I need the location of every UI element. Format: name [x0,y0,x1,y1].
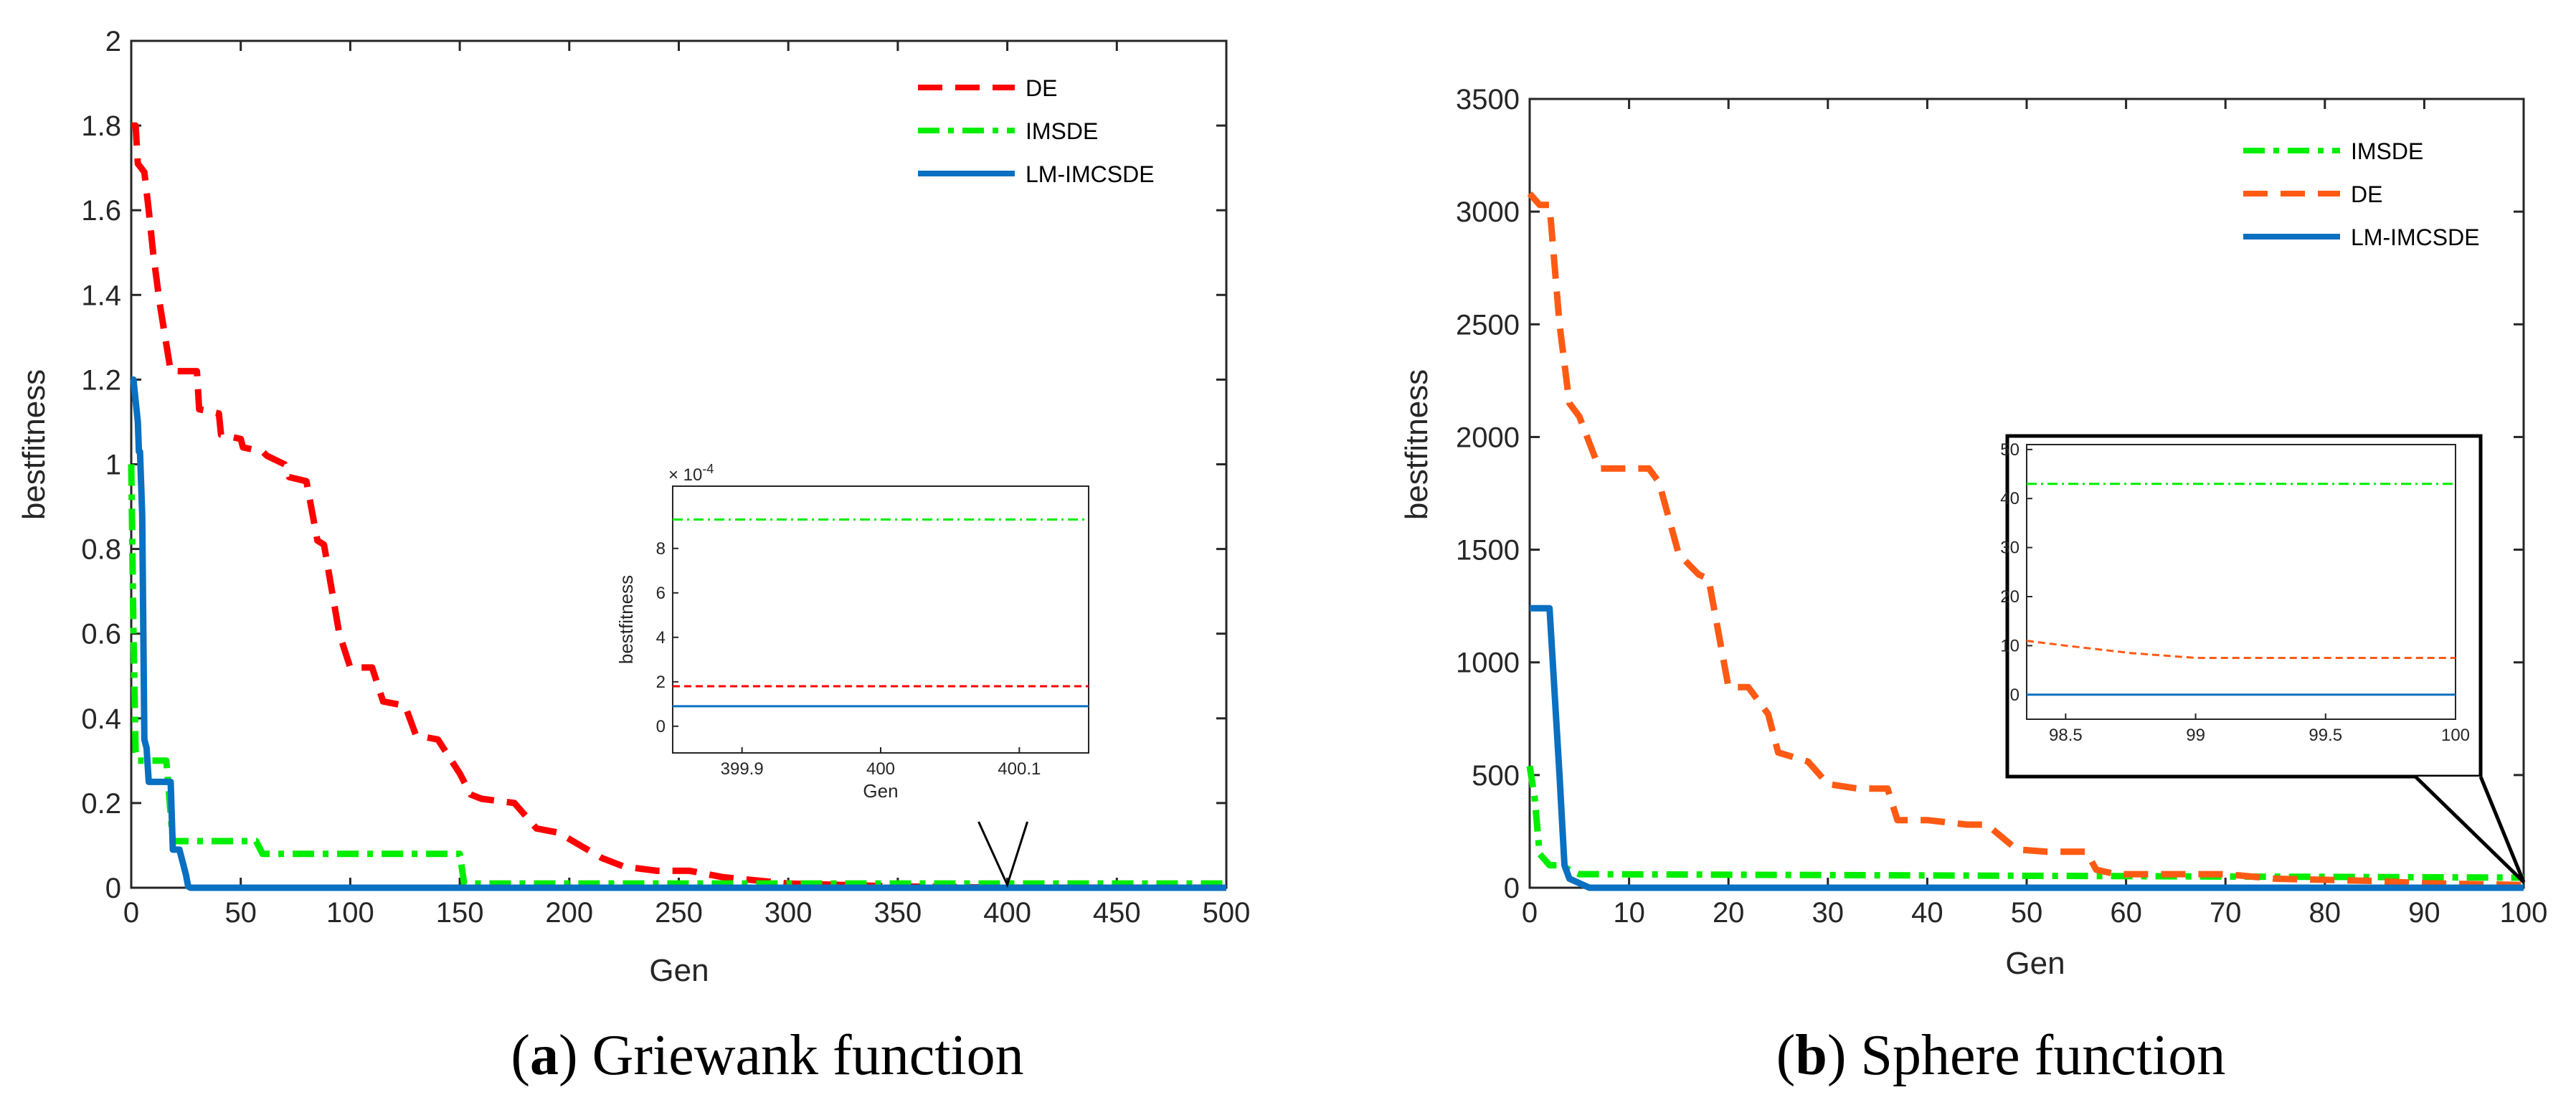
griewank-ytick-label: 0.2 [81,788,121,820]
griewank-caption-letter: a [530,1024,559,1087]
griewank-inset-xlabel: Gen [863,780,898,802]
griewank-inset-ytick-label: 4 [656,628,666,648]
sphere-ytick-label: 3000 [1456,196,1520,228]
sphere-ylabel: bestfitness [1399,369,1434,520]
griewank-xtick-label: 500 [1203,897,1251,929]
sphere-series-imsde [1526,765,2524,881]
griewank-xtick-label: 200 [545,897,593,929]
sphere-legend-label-imsde: IMSDE [2351,138,2423,164]
sphere-inset-ytick-label: 0 [2010,686,2019,705]
griewank-ytick-label: 0.6 [81,619,121,650]
sphere-xtick-label: 90 [2408,897,2440,929]
griewank-inset-ytick-label: 8 [656,539,666,559]
griewank-ytick-label: 1.6 [81,195,121,227]
griewank-ytick-label: 0.8 [81,534,121,566]
griewank-inset-frame [672,485,1089,754]
griewank-series-lm-imcsde [130,376,1226,891]
sphere-xtick-label: 70 [2210,897,2242,929]
griewank-ytick-label: 1.2 [81,364,121,396]
sphere-inset-pointer [2414,775,2526,883]
griewank-panel: 0 50 100 150 200 250 300 350 400 450 500 0 0.2 0.4 0.6… [81,26,1250,929]
sphere-inset-xtick-label: 99.5 [2309,726,2342,745]
griewank-caption-text: Griewank function [578,1024,1024,1087]
griewank-xtick-label: 150 [436,897,484,929]
griewank-inset-xtick-label: 399.9 [721,759,764,779]
griewank-ytick-label: 1 [105,450,121,481]
sphere-legend-label-lm-imcsde: LM-IMCSDE [2351,224,2480,250]
sphere-ytick-label: 1000 [1456,648,1520,679]
griewank-xtick-label: 300 [764,897,813,929]
sphere-caption-letter: b [1795,1024,1827,1087]
sphere-xtick-label: 100 [2500,897,2548,929]
griewank-ytick-label: 1.4 [81,280,121,311]
sphere-xtick-label: 80 [2309,897,2341,929]
sphere-xtick-label: 0 [1522,897,1538,929]
sphere-xtick-label: 10 [1613,897,1645,929]
sphere-ytick-label: 2000 [1456,422,1520,453]
sphere-inset-frame [2026,444,2456,720]
sphere-series-de [1527,191,2524,888]
griewank-series-de [131,122,1226,891]
sphere-inset-ytick-label: 30 [2000,539,2019,558]
griewank-caption: (a) Griewank function [511,1024,1023,1087]
griewank-xtick-label: 450 [1093,897,1141,929]
griewank-ylabel: bestfitness [16,369,52,520]
griewank-inset-exponent-power: -4 [702,462,714,476]
griewank-ytick-label: 0 [105,873,121,904]
griewank-inset-ytick-label: 6 [656,584,666,603]
sphere-series-lm-imcsde [1530,604,2524,891]
sphere-caption: (b) Sphere function [1776,1024,2226,1087]
sphere-xtick-label: 40 [1911,897,1943,929]
griewank-xtick-label: 350 [874,897,922,929]
sphere-ytick-label: 0 [1504,873,1520,904]
sphere-ytick-label: 500 [1472,760,1520,792]
griewank-inset-exponent: × 10-4 [668,462,714,485]
griewank-inset-xtick-label: 400 [866,759,895,779]
griewank-inset-ytick-label: 2 [656,673,666,692]
sphere-inset-ytick-label: 10 [2000,636,2019,655]
sphere-inset-ytick-label: 40 [2000,489,2019,508]
sphere-xtick-label: 50 [2011,897,2043,929]
sphere-inset-xtick-label: 98.5 [2049,726,2083,745]
griewank-xlabel: Gen [649,953,709,988]
sphere-inset-xtick-label: 99 [2186,726,2205,745]
sphere-inset-ytick-label: 20 [2000,587,2019,607]
griewank-inset-xtick-label: 400.1 [998,759,1041,779]
griewank-legend-label-imsde: IMSDE [1026,118,1098,144]
sphere-caption-text: Sphere function [1847,1024,2226,1087]
griewank-xtick-label: 50 [224,897,257,929]
griewank-xtick-label: 400 [983,897,1031,929]
sphere-ytick-label: 3500 [1456,84,1520,115]
sphere-xlabel: Gen [2005,946,2065,981]
griewank-legend-label-de: DE [1026,75,1057,101]
griewank-xtick-label: 100 [326,897,374,929]
sphere-ytick-label: 1500 [1456,535,1520,566]
sphere-xtick-label: 60 [2110,897,2142,929]
griewank-inset-ytick-label: 0 [656,717,666,736]
griewank-ytick-label: 1.8 [81,110,121,142]
sphere-inset-series-de [2026,640,2456,659]
sphere-ytick-label: 2500 [1456,309,1520,341]
griewank-legend-label-lm-imcsde: LM-IMCSDE [1026,161,1155,187]
sphere-inset-xtick-label: 100 [2441,726,2470,745]
griewank-xtick-label: 0 [123,897,139,929]
sphere-legend-label-de: DE [2351,181,2382,207]
griewank-inset-pointer [977,821,1029,888]
sphere-xtick-label: 30 [1812,897,1845,929]
sphere-xtick-label: 20 [1713,897,1745,929]
sphere-inset-ytick-label: 50 [2000,440,2019,460]
sphere-panel: 0 10 20 30 40 50 60 70 80 90 100050010001500200025… [1456,84,2547,929]
griewank-xtick-label: 250 [655,897,703,929]
griewank-series-imsde [128,464,1226,887]
griewank-ytick-label: 0.4 [81,703,121,735]
griewank-ytick-label: 2 [105,26,121,57]
griewank-inset-ylabel: bestfitness [615,575,637,664]
